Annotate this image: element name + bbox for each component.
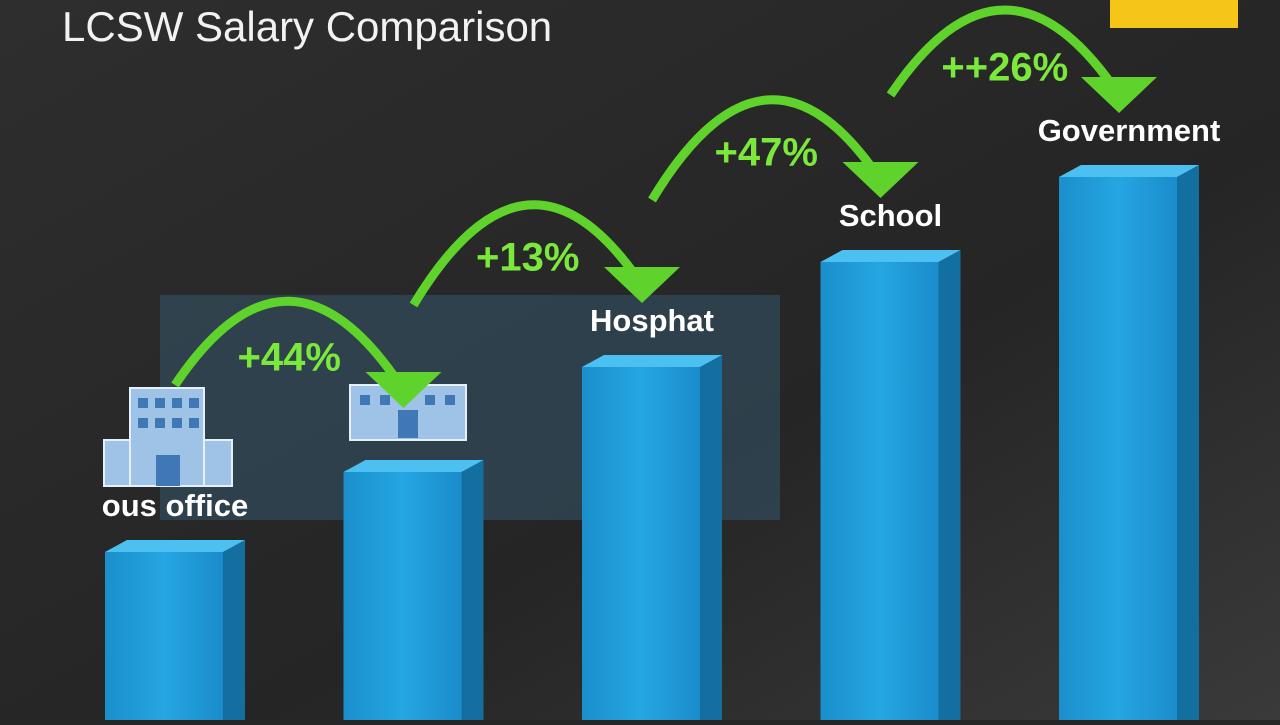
- bar-side: [700, 355, 722, 720]
- arrow-head: [1081, 77, 1157, 113]
- bar-top: [105, 540, 245, 552]
- bar-side: [461, 460, 484, 720]
- bar-side: [223, 540, 245, 720]
- bar: [343, 472, 462, 720]
- arrow: [886, 5, 1123, 98]
- arrow: [648, 95, 885, 203]
- bar: [820, 262, 939, 720]
- chart-title: LCSW Salary Comparison: [62, 3, 552, 50]
- change-label: +13%: [476, 236, 579, 280]
- bar: [105, 552, 223, 720]
- arrow-head: [842, 162, 919, 198]
- change-label: ++26%: [941, 46, 1068, 90]
- change-label: +47%: [715, 131, 818, 175]
- bar: [582, 367, 700, 720]
- arrow-head: [365, 372, 442, 408]
- bar: [1059, 177, 1177, 720]
- category-label: ous office: [102, 488, 248, 523]
- arrow-head: [604, 267, 680, 303]
- category-label: Government: [1038, 113, 1221, 148]
- bar-side: [1177, 165, 1199, 720]
- arrow: [409, 200, 646, 308]
- bar-top: [582, 355, 722, 367]
- category-label: Hosphat: [590, 303, 714, 338]
- bar-top: [343, 460, 484, 472]
- category-label: School: [839, 198, 942, 233]
- arrow: [171, 296, 408, 393]
- bar-side: [938, 250, 961, 720]
- logo: [1110, 0, 1238, 28]
- bar-top: [1059, 165, 1199, 177]
- bar-top: [820, 250, 961, 262]
- change-label: +44%: [238, 336, 341, 380]
